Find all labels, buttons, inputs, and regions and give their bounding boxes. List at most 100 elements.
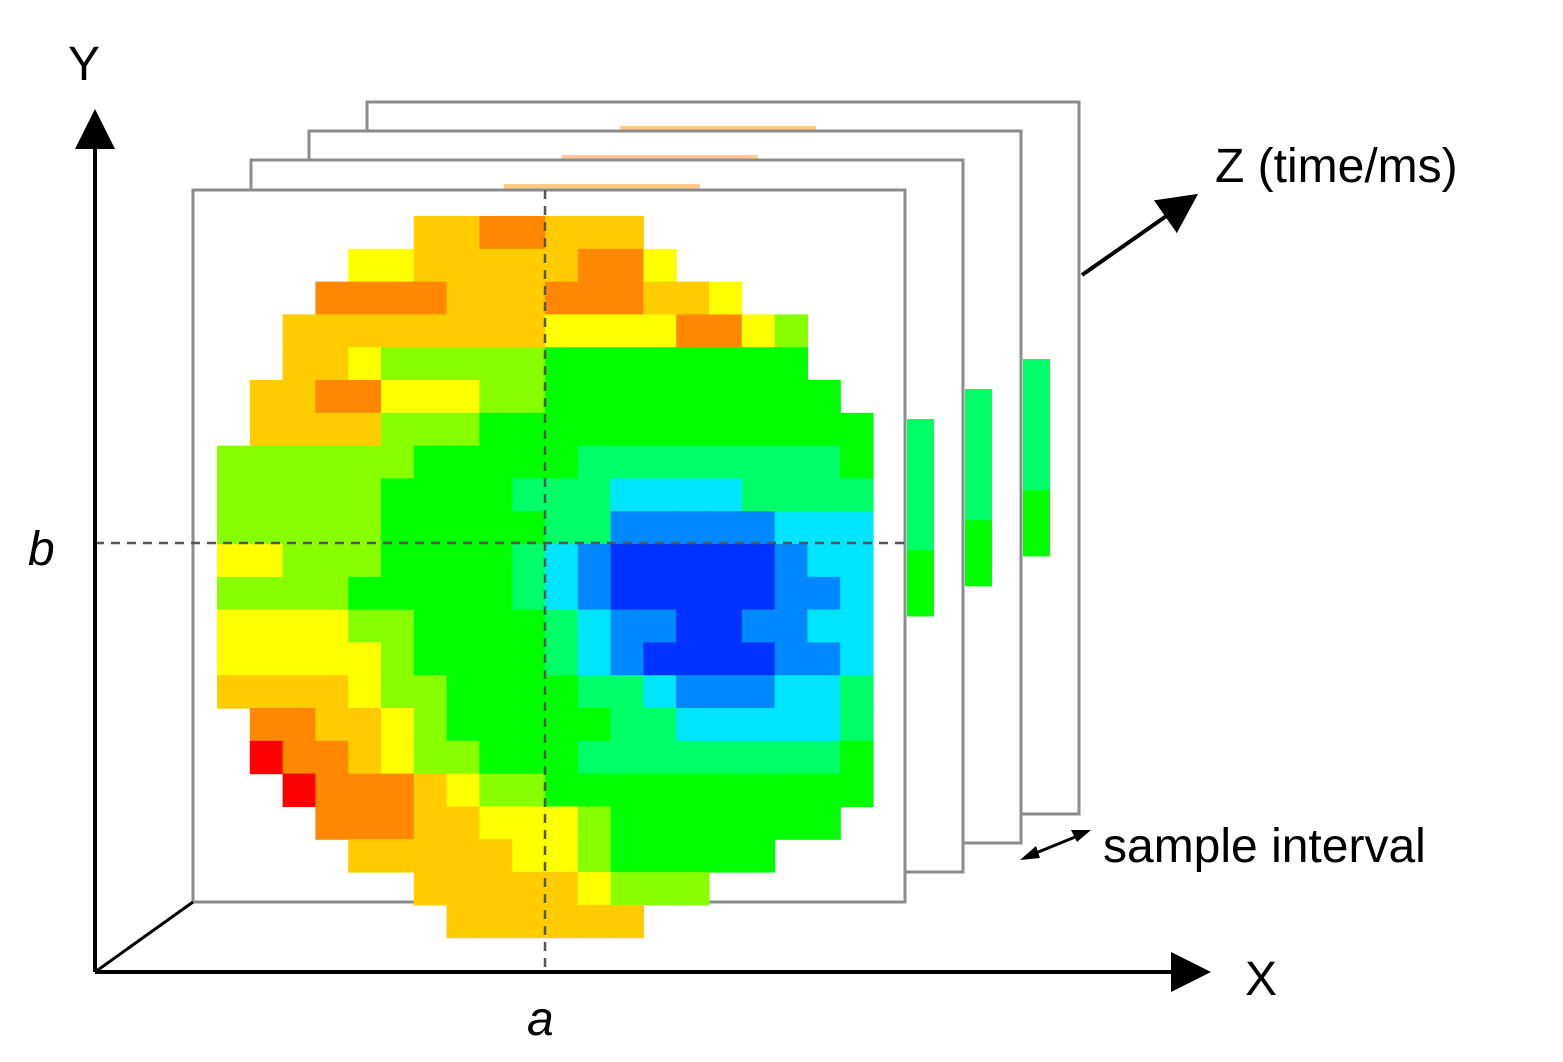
heatmap-cell (741, 839, 776, 873)
heatmap-cell (610, 609, 644, 643)
heatmap-cell (807, 445, 841, 479)
heatmap-cell (512, 740, 546, 775)
back-strip-cell (965, 520, 992, 554)
heatmap-cell (249, 544, 284, 578)
heatmap-cell (479, 412, 513, 447)
heatmap-cell (512, 314, 546, 348)
heatmap-cell (643, 314, 677, 348)
heatmap-cell (610, 314, 644, 348)
heatmap-cell (676, 839, 710, 873)
heatmap-cell (807, 511, 841, 545)
heatmap-cell (577, 445, 612, 479)
heatmap-cell (315, 675, 349, 709)
heatmap-cell (709, 281, 743, 315)
heatmap-cell (282, 773, 316, 807)
heatmap-cell (315, 609, 349, 643)
heatmap-cell (282, 708, 316, 742)
heatmap-cell (217, 609, 251, 643)
heatmap-cell (610, 773, 644, 807)
heatmap-cell (446, 773, 480, 807)
heatmap-cell (676, 412, 710, 447)
heatmap-cell (479, 281, 513, 315)
heatmap-cell (840, 740, 874, 775)
heatmap-cell (348, 609, 382, 643)
heatmap-cell (282, 675, 316, 709)
heatmap-cell (610, 248, 644, 283)
heatmap-cell (807, 544, 841, 578)
heatmap-cell (577, 740, 612, 775)
heatmap-cell (709, 380, 743, 414)
heatmap-cell (381, 412, 415, 447)
heatmap-cell (610, 281, 644, 315)
heatmap-cell (610, 380, 644, 414)
heatmap-cell (413, 642, 448, 676)
heatmap-cell (643, 281, 677, 315)
heatmap-cell (709, 740, 743, 775)
heatmap-cell (610, 740, 644, 775)
heatmap-cell (512, 642, 546, 676)
heatmap-cell (381, 839, 415, 873)
heatmap-cell (741, 708, 776, 742)
heatmap-cell (282, 576, 316, 611)
heatmap-cell (217, 576, 251, 611)
heatmap-cell (315, 281, 349, 315)
heatmap-cell (217, 445, 251, 479)
heatmap-cell (741, 806, 776, 840)
heatmap-cell (545, 773, 579, 807)
heatmap-cell (774, 609, 808, 643)
heatmap-cell (479, 576, 513, 611)
a-label: a (527, 993, 554, 1046)
heatmap-cell (512, 216, 546, 250)
heatmap-cell (545, 412, 579, 447)
heatmap-cell (577, 281, 612, 315)
heatmap-cell (381, 609, 415, 643)
heatmap-cell (545, 445, 579, 479)
heatmap-cell (545, 740, 579, 775)
heatmap-cell (577, 511, 612, 545)
heatmap-cell (774, 773, 808, 807)
heatmap-cell (709, 708, 743, 742)
heatmap-cell (413, 740, 448, 775)
heatmap-cell (577, 872, 612, 906)
heatmap-cell (643, 708, 677, 742)
heatmap-cell (512, 281, 546, 315)
heatmap-cell (381, 773, 415, 807)
heatmap-cell (512, 773, 546, 807)
heatmap-cell (610, 708, 644, 742)
heatmap-cell (807, 773, 841, 807)
heatmap-cell (741, 445, 776, 479)
heatmap-cell (512, 576, 546, 611)
heatmap-cell (774, 380, 808, 414)
heatmap-cell (446, 248, 480, 283)
heatmap-cell (577, 248, 612, 283)
heatmap-cell (577, 708, 612, 742)
heatmap-cell (807, 642, 841, 676)
heatmap-cell (381, 806, 415, 840)
heatmap-cell (643, 347, 677, 381)
frame-back-2-top-strip (562, 155, 758, 161)
heatmap-cell (676, 511, 710, 545)
b-label: b (28, 523, 55, 576)
z-axis-label: Z (time/ms) (1215, 140, 1458, 193)
heatmap-cell (381, 675, 415, 709)
heatmap-cell (643, 544, 677, 578)
back-strip-cell (907, 451, 934, 486)
heatmap-cell (446, 314, 480, 348)
heatmap-cell (545, 216, 579, 250)
heatmap-cell (249, 708, 284, 742)
heatmap-cell (577, 773, 612, 807)
heatmap-cell (249, 642, 284, 676)
heatmap-cell (249, 609, 284, 643)
heatmap-cell (840, 609, 874, 643)
back-strip-cell (1023, 391, 1050, 426)
heatmap-cell (643, 478, 677, 512)
heatmap-cell (545, 609, 579, 643)
heatmap-cell (577, 478, 612, 512)
heatmap-cell (446, 478, 480, 512)
heatmap-cell (676, 806, 710, 840)
heatmap-cell (249, 576, 284, 611)
heatmap-cell (807, 412, 841, 447)
heatmap-cell (709, 347, 743, 381)
heatmap-cell (577, 216, 612, 250)
heatmap-cell (282, 642, 316, 676)
